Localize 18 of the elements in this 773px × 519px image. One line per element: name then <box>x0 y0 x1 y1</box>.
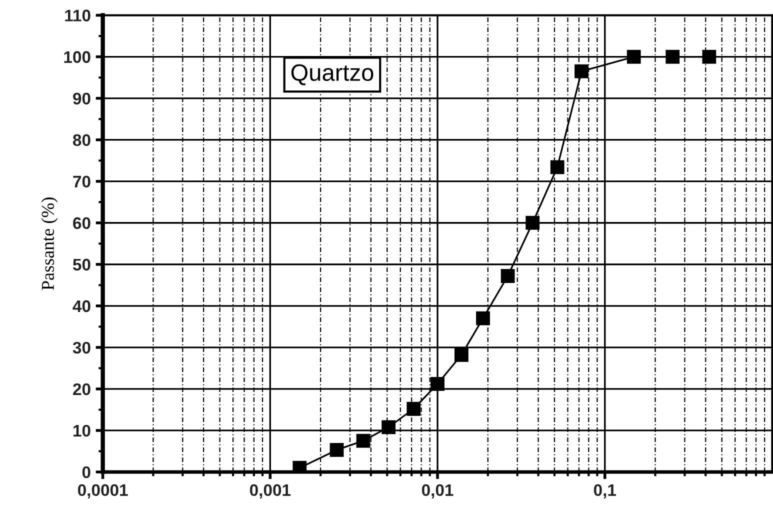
y-tick-label: 10 <box>74 424 90 437</box>
y-tick-label: 110 <box>65 10 90 22</box>
x-tick-label: 0,001 <box>250 484 291 498</box>
x-tick-label: 0,01 <box>422 484 454 498</box>
x-tick-label: 0,0001 <box>78 484 128 498</box>
annotation: Quartzo <box>291 64 374 86</box>
y-tick-label: 90 <box>73 92 90 104</box>
y-tick-label: 20 <box>73 383 90 396</box>
y-tick-label: 60 <box>73 217 90 230</box>
y-tick-label: 70 <box>73 176 90 188</box>
y-tick-label: 30 <box>72 342 90 354</box>
y-tick-label: 40 <box>72 300 90 312</box>
y-axis-title: Passante (%) <box>41 198 58 290</box>
y-tick-label: 100 <box>64 51 90 63</box>
y-tick-label: 0 <box>82 466 90 478</box>
y-tick-label: 50 <box>72 258 90 271</box>
y-tick-label: 80 <box>72 134 90 146</box>
x-tick-label: 0,1 <box>594 484 616 498</box>
